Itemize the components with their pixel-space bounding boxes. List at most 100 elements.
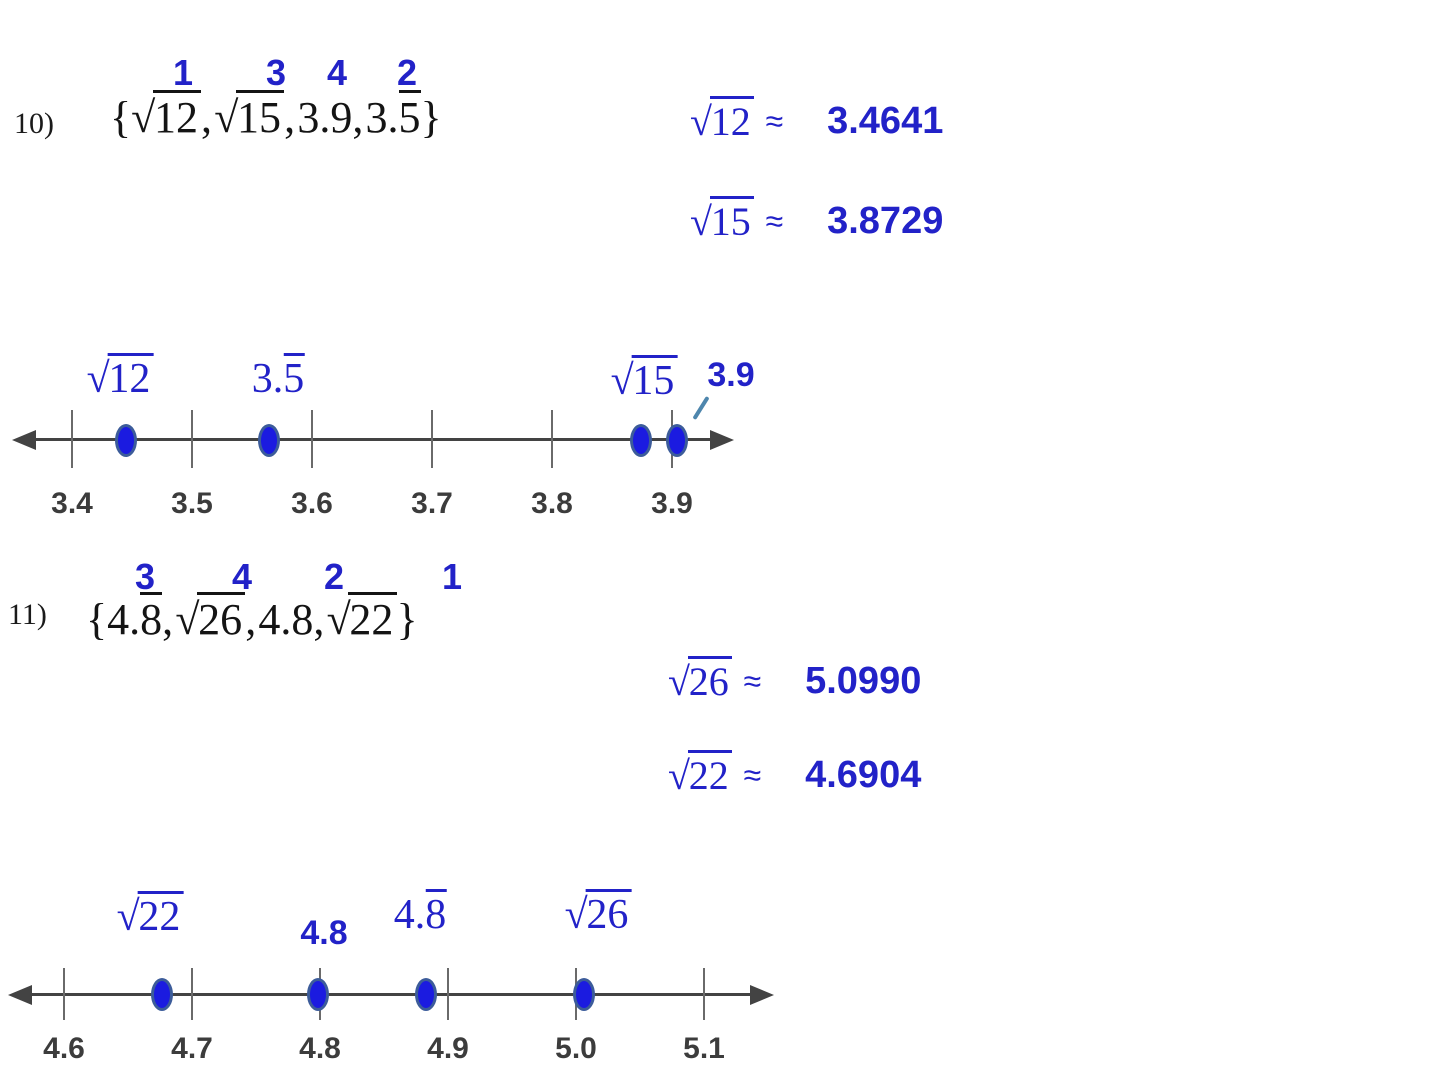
- radical-icon: √: [668, 753, 690, 798]
- point-label-sqrt-15: √15: [610, 355, 678, 405]
- sqrt-15-expression: √15: [690, 196, 754, 245]
- radicand: 22: [687, 750, 732, 798]
- problem-11-number: 11): [8, 598, 47, 631]
- right-arrow-icon: [710, 430, 734, 450]
- tick-label: 4.9: [427, 1032, 469, 1065]
- sqrt-15-approximation: √15 ≈ 3.8729: [690, 196, 944, 245]
- comma: ,: [352, 93, 364, 142]
- radicand: 12: [709, 96, 754, 144]
- rank-annotation: 1: [441, 556, 463, 597]
- point-label-3-point-5-repeating: 3.5: [251, 353, 305, 403]
- approx-value: 3.8729: [827, 200, 944, 242]
- left-arrow-icon: [8, 985, 32, 1005]
- problem-10-number: 10): [14, 107, 54, 140]
- repeating-decimal: 4.8: [107, 592, 163, 644]
- radicand: 15: [631, 355, 678, 404]
- radical-icon: √: [116, 894, 140, 940]
- radical-icon: √: [175, 595, 199, 644]
- approx-symbol: ≈: [765, 203, 784, 239]
- rank-annotation: 3: [265, 52, 287, 93]
- approx-value: 5.0990: [805, 660, 922, 702]
- tick-label: 5.0: [555, 1032, 597, 1065]
- decimal-value: 4.8: [258, 595, 314, 644]
- comma: ,: [245, 595, 257, 644]
- rank-annotation: 1: [172, 52, 194, 93]
- tick-mark: [191, 410, 193, 468]
- point-label-sqrt-22: √22: [116, 891, 184, 941]
- tick-mark: [551, 410, 553, 468]
- tick-mark: [447, 968, 449, 1020]
- radical-icon: √: [214, 93, 238, 142]
- point-label-4-point-8: 4.8: [300, 914, 348, 952]
- numberline-axis: [28, 438, 718, 441]
- tick-label: 3.8: [531, 487, 573, 520]
- sqrt-12-approximation: √12 ≈ 3.4641: [690, 96, 944, 145]
- point-sqrt-26: [573, 978, 595, 1011]
- point-4-point-8: [307, 978, 329, 1011]
- radicand: 15: [709, 196, 754, 244]
- radicand: 26: [687, 656, 732, 704]
- repeat-pre: 3.: [365, 93, 399, 142]
- point-label-3-point-9: 3.9: [707, 356, 755, 394]
- radicand: 26: [196, 592, 246, 644]
- open-brace: {: [86, 595, 108, 644]
- point-3-point-9: [666, 424, 688, 457]
- approx-symbol: ≈: [743, 757, 762, 793]
- problem-11-set: {4.8,√26,4.8,√22}: [86, 592, 418, 645]
- approx-value: 3.4641: [827, 100, 944, 142]
- radical-icon: √: [690, 199, 712, 244]
- tick-mark: [431, 410, 433, 468]
- repeat-bar-digit: 5: [283, 353, 305, 402]
- tick-label: 4.8: [299, 1032, 341, 1065]
- close-brace: }: [420, 93, 442, 142]
- repeat-pre: 4.: [107, 595, 141, 644]
- comma: ,: [284, 93, 296, 142]
- tick-mark: [191, 968, 193, 1020]
- radical-icon: √: [668, 659, 690, 704]
- repeat-pre: 3.: [251, 356, 284, 402]
- tick-mark: [63, 968, 65, 1020]
- sqrt-26-expression: √26: [668, 656, 732, 705]
- repeat-bar-digit: 8: [140, 592, 163, 644]
- point-label-sqrt-26: √26: [564, 889, 632, 939]
- sqrt-26-approximation: √26 ≈ 5.0990: [668, 656, 922, 705]
- rank-annotation: 2: [323, 556, 345, 597]
- sqrt-22-expression: √22: [327, 592, 397, 644]
- rank-annotation: 2: [396, 52, 418, 93]
- leader-line: [692, 395, 710, 421]
- sqrt-22-approximation: √22 ≈ 4.6904: [668, 750, 921, 799]
- tick-label: 3.5: [171, 487, 213, 520]
- left-arrow-icon: [12, 430, 36, 450]
- radical-icon: √: [86, 356, 110, 402]
- tick-label: 3.4: [51, 487, 93, 520]
- tick-mark: [311, 410, 313, 468]
- radicand: 12: [152, 90, 202, 142]
- radical-icon: √: [610, 358, 634, 404]
- radical-icon: √: [564, 892, 588, 938]
- radical-icon: √: [326, 595, 351, 644]
- tick-label: 4.6: [43, 1032, 85, 1065]
- point-label-4-point-8-repeating: 4.8: [394, 889, 447, 939]
- point-label-sqrt-12: √12: [86, 353, 154, 403]
- radical-icon: √: [690, 99, 712, 144]
- comma: ,: [162, 595, 174, 644]
- repeat-bar-digit: 5: [398, 90, 421, 142]
- tick-label: 3.9: [651, 487, 693, 520]
- point-4-point-8-repeating: [415, 978, 437, 1011]
- open-brace: {: [110, 93, 132, 142]
- problem-10-set: {√12,√15,3.9,3.5}: [110, 90, 442, 143]
- sqrt-12-expression: √12: [131, 90, 202, 142]
- right-arrow-icon: [750, 985, 774, 1005]
- radicand: 12: [107, 353, 154, 402]
- comma: ,: [313, 595, 325, 644]
- tick-mark: [71, 410, 73, 468]
- tick-label: 3.7: [411, 487, 453, 520]
- decimal-value: 3.9: [297, 93, 353, 142]
- point-3-point-5-repeating: [258, 424, 280, 457]
- point-sqrt-22: [151, 978, 173, 1011]
- numberline-axis: [22, 993, 758, 996]
- approx-symbol: ≈: [765, 103, 784, 139]
- approx-symbol: ≈: [743, 663, 762, 699]
- rank-annotation: 4: [326, 52, 348, 93]
